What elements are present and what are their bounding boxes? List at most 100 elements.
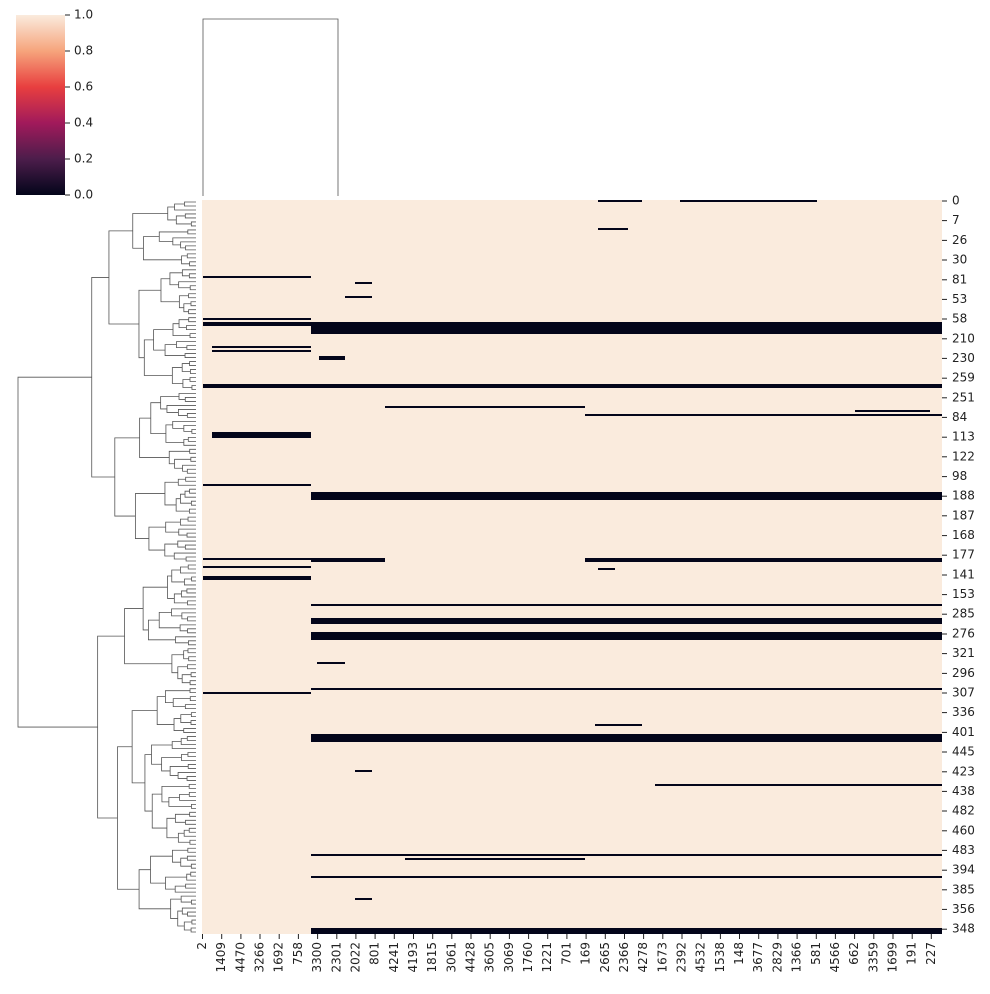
heatmap-cell [355,282,372,284]
y-tick-label: 188 [952,489,975,503]
dendrogram-link [180,857,192,867]
dendrogram-link [188,656,196,662]
x-tick-label: 4193 [406,942,420,973]
x-tick-label: 3359 [866,942,880,973]
dendrogram-link [189,448,196,454]
heatmap-cell [598,200,642,202]
y-tick-label: 168 [952,528,975,542]
x-tick-label: 3266 [253,942,267,973]
x-tick-label: 1699 [886,942,900,973]
heatmap-cell [311,604,942,606]
heatmap-cell [345,296,372,298]
dendrogram-link [183,424,196,432]
dendrogram-link [189,488,196,494]
dendrogram-link [189,696,196,702]
heatmap-cell [311,928,942,934]
dendrogram-link [177,832,190,843]
x-tick-label: 581 [809,942,823,965]
dendrogram-link [143,339,173,376]
dendrogram-link [151,744,173,765]
dendrogram-link [148,526,166,551]
x-tick-label: 2829 [770,942,784,973]
dendrogram-link [190,927,196,933]
heatmap-cell [855,410,930,412]
y-tick-label: 98 [952,469,967,483]
dendrogram-link [190,672,196,678]
colorbar-tick-label: 0.2 [74,152,93,166]
dendrogram-link [180,566,196,574]
heatmap-cell [203,558,311,560]
x-tick-label: 701 [559,942,573,965]
dendrogram-link [181,612,196,620]
dendrogram-link [178,393,196,400]
dendrogram-link [165,690,191,704]
dendrogram-link [188,273,196,279]
heatmap-cell [585,558,942,562]
y-tick-label: 438 [952,784,975,798]
dendrogram-link [183,438,196,446]
dendrogram-link [186,345,196,350]
dendrogram-link [150,855,173,884]
dendrogram-link [188,309,196,315]
dendrogram-link [173,552,196,560]
dendrogram-link [134,493,165,539]
dendrogram-link [190,301,196,307]
dendrogram-link [160,396,180,410]
heatmap-cell [203,576,311,580]
dendrogram-link [171,608,196,617]
x-tick-label: 4278 [636,942,650,973]
y-tick-label: 483 [952,843,975,857]
dendrogram-link [108,230,139,325]
dendrogram-link [169,272,183,286]
y-tick-label: 210 [952,331,975,345]
heatmap-cell [311,632,942,640]
dendrogram-link [183,650,189,660]
dendrogram-link [161,757,182,772]
y-tick-label: 230 [952,351,975,365]
dendrogram-link [139,417,170,458]
dendrogram-link [173,593,188,604]
y-tick-label: 187 [952,508,975,522]
dendrogram-link [138,289,161,359]
dendrogram-link [191,385,196,390]
dendrogram-link [189,369,196,374]
x-tick-label: 3061 [444,942,458,973]
dendrogram-link [186,325,196,331]
heatmap-cell [212,432,311,438]
dendrogram-link [186,413,196,418]
colorbar-tick-label: 0.4 [74,116,93,130]
dendrogram-link [189,377,196,382]
dendrogram-link [187,764,196,769]
y-tick-label: 482 [952,804,975,818]
x-tick-label: 4470 [233,942,247,973]
heatmap-cell [311,322,942,334]
heatmap-cell [595,724,642,726]
dendrogram-link [183,728,196,733]
dendrogram-link [160,278,180,303]
dendrogram-link [180,895,196,903]
dendrogram-link [178,319,189,329]
column-dendrogram [202,18,339,196]
dendrogram-link [181,255,190,265]
x-tick-label: 3605 [483,942,497,973]
dendrogram-link [178,281,196,289]
heatmap-cell [355,898,372,900]
y-tick-label: 321 [952,646,975,660]
dendrogram-link [180,493,192,504]
y-tick-label: 285 [952,607,975,621]
dendrogram-link [171,569,185,583]
dendrogram-link [186,736,196,741]
dendrogram-link [190,500,196,506]
heatmap-cell [655,784,942,786]
dendrogram-link [171,741,196,749]
y-tick-label: 141 [952,568,975,582]
y-tick-label: 53 [952,292,967,306]
dendrogram-link [168,450,190,465]
x-tick-label: 3300 [310,942,324,973]
dendrogram-link [187,616,196,622]
x-tick-label: 1366 [790,942,804,973]
heatmap-cell [203,276,311,278]
dendrogram-link [174,203,196,211]
dendrogram-link [177,666,188,680]
dendrogram-link [182,379,192,388]
